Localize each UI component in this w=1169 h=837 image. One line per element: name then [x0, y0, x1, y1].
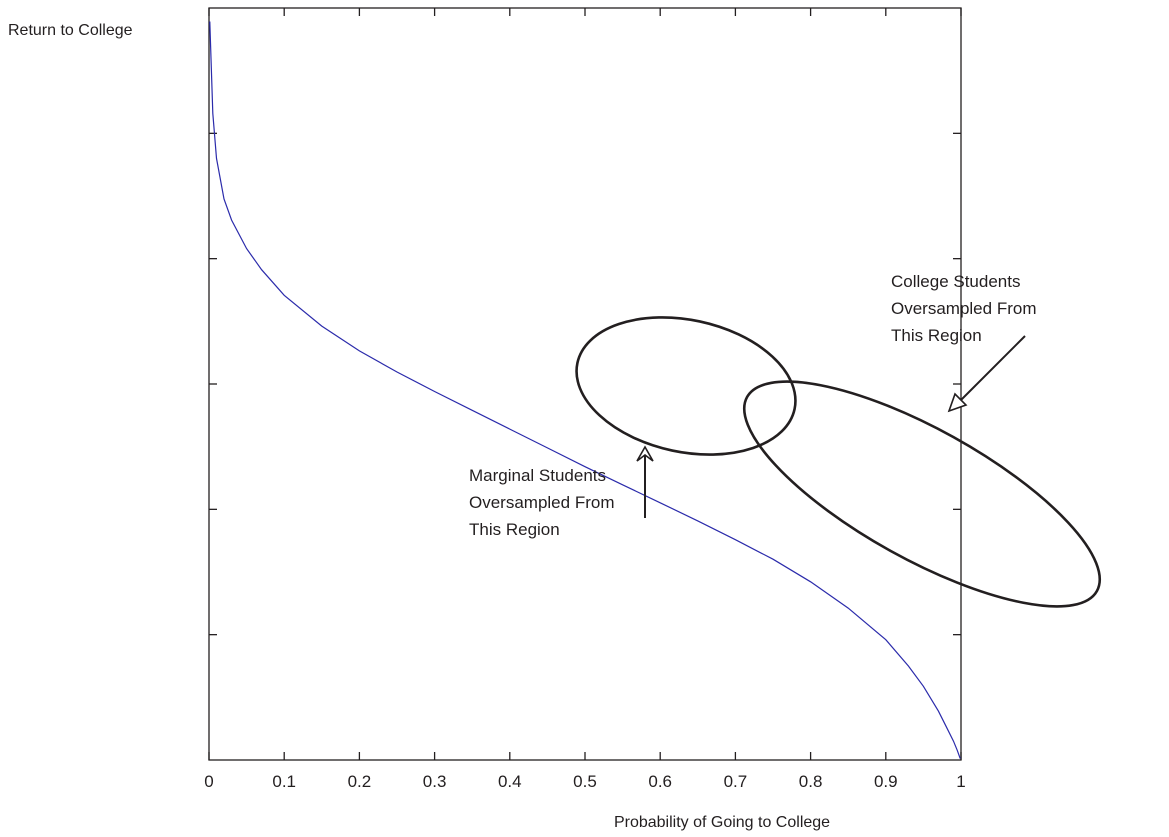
x-tick-label: 0.5 [573, 772, 597, 791]
x-tick-label: 0.1 [272, 772, 296, 791]
marginal-region-ellipse [575, 316, 797, 456]
x-tick-label: 0.8 [799, 772, 823, 791]
x-tick-label: 0.7 [724, 772, 748, 791]
annotation-college-line-3: This Region [891, 326, 982, 345]
x-tick-labels: 0 0.1 0.2 0.3 0.4 0.5 0.6 0.7 0.8 0.9 1 [204, 772, 965, 791]
x-tick-label: 0 [204, 772, 213, 791]
x-tick-label: 0.4 [498, 772, 522, 791]
college-annotation-arrow-shaft [953, 335, 1026, 408]
marginal-annotation-arrow-head [636, 445, 654, 462]
y-axis-label: Return to College [8, 22, 133, 39]
annotation-marginal-line-2: Oversampled From [469, 493, 614, 512]
x-tick-label: 0.6 [648, 772, 672, 791]
x-tick-label: 0.3 [423, 772, 447, 791]
x-tick-label: 0.9 [874, 772, 898, 791]
annotation-marginal-line-1: Marginal Students [469, 466, 606, 485]
annotation-marginal-line-3: This Region [469, 520, 560, 539]
x-axis-label: Probability of Going to College [614, 814, 830, 831]
x-tick-label: 0.2 [348, 772, 372, 791]
x-tick-label: 1 [956, 772, 965, 791]
series-line [209, 21, 961, 759]
annotation-college-line-2: Oversampled From [891, 299, 1036, 318]
axis-ticks [208, 8, 962, 760]
college-annotation-arrow-head [947, 392, 968, 413]
college-region-ellipse [742, 380, 1102, 608]
plot-frame [208, 7, 962, 761]
annotation-college-line-1: College Students [891, 272, 1020, 291]
